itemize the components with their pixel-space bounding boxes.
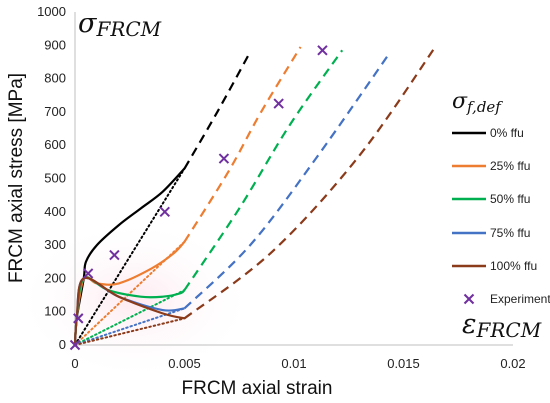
x-tick-label: 0.01	[281, 356, 306, 371]
series-dotted-4	[74, 317, 186, 346]
y-tick-label: 400	[44, 204, 66, 219]
y-tick-label: 600	[44, 137, 66, 152]
legend: σf,def 0% ffu 25% ffu 50% ffu 75% ffu 100% f…	[452, 89, 550, 306]
experimental-point-0	[69, 339, 81, 351]
series-dashed-2	[183, 49, 344, 291]
series-dotted-2	[74, 289, 186, 346]
x-tick-label: 0.005	[168, 356, 201, 371]
y-tick-label: 1000	[37, 4, 66, 19]
experimental-point-4	[159, 206, 170, 218]
y-axis-title: FRCM axial stress [MPa]	[6, 73, 27, 283]
y-symbol-main: σ	[78, 8, 98, 39]
axes	[74, 12, 513, 346]
y-tick-label: 200	[44, 270, 66, 285]
series-dashed-0	[183, 51, 252, 170]
x-symbol-main: ε	[462, 309, 477, 340]
y-tick-label: 0	[59, 337, 66, 352]
y-tick-label: 500	[44, 171, 66, 186]
series-dashed-1	[183, 46, 302, 243]
x-symbol-sub: FRCM	[476, 318, 542, 342]
y-symbol: σFRCM	[78, 8, 162, 41]
experimental-point-7	[317, 45, 328, 56]
experimental-markers	[69, 45, 328, 351]
legend-label-4: 100% ffu	[490, 259, 537, 273]
tick-labels: 0 100 200 300 400 500 600 700 800 900 1000 0 0.005 0.…	[37, 4, 526, 371]
y-tick-label: 300	[44, 237, 66, 252]
legend-label-0: 0% ffu	[490, 126, 524, 140]
experimental-point-2	[82, 268, 94, 279]
series-layer	[73, 44, 438, 346]
legend-title-sub: f,def	[466, 98, 503, 116]
x-tick-label: 0.02	[500, 356, 525, 371]
y-tick-label: 700	[44, 104, 66, 119]
series-dashed-4	[183, 44, 438, 320]
legend-title: σf,def	[452, 89, 503, 116]
y-tick-label: 800	[44, 71, 66, 86]
legend-label-1: 25% ffu	[490, 159, 530, 173]
y-tick-label: 900	[44, 37, 66, 52]
series-dotted-0	[74, 167, 186, 346]
x-tick-label: 0.015	[387, 356, 420, 371]
experimental-point-3	[109, 249, 120, 261]
legend-title-main: σ	[452, 89, 468, 114]
x-axis-title: FRCM axial strain	[182, 378, 333, 399]
x-symbol: εFRCM	[462, 309, 542, 342]
y-symbol-sub: FRCM	[95, 17, 161, 41]
y-tick-label: 100	[44, 304, 66, 319]
series-dashed-3	[183, 51, 392, 310]
experimental-point-1	[73, 313, 84, 324]
legend-label-2: 50% ffu	[490, 192, 530, 206]
experimental-point-5	[218, 153, 230, 164]
legend-label-3: 75% ffu	[490, 226, 530, 240]
experimental-point-6	[273, 98, 284, 109]
legend-label-experimental: Experimental	[490, 292, 550, 306]
legend-swatch-experimental	[463, 293, 475, 305]
x-tick-label: 0	[71, 356, 78, 371]
